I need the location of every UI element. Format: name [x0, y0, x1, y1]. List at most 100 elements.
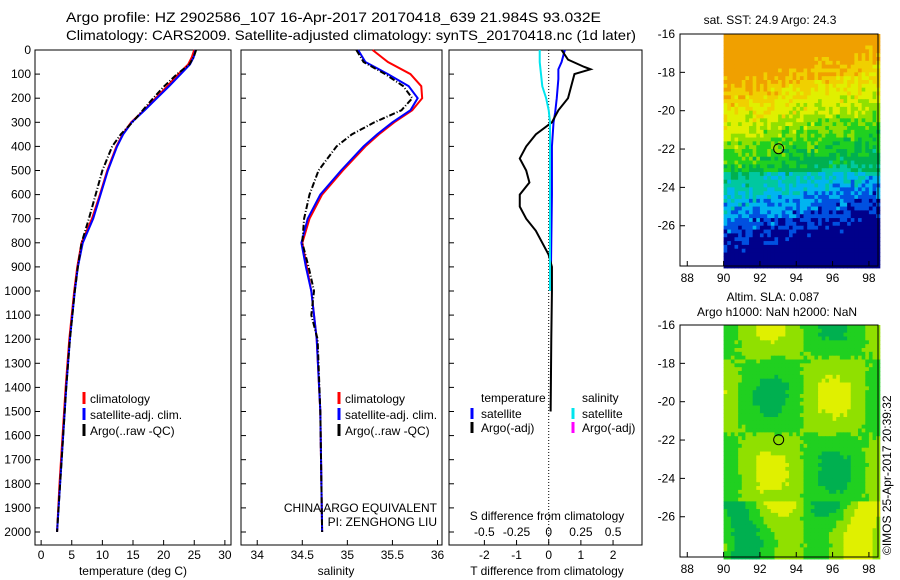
map-cell: [734, 325, 739, 330]
map-cell: [868, 413, 874, 418]
map-cell: [825, 501, 830, 506]
map-cell: [745, 114, 750, 119]
map-cell: [788, 126, 794, 131]
map-cell: [730, 72, 735, 77]
map-cell: [778, 436, 783, 441]
map-cell: [810, 221, 815, 227]
map-cell: [796, 68, 801, 73]
map-cell: [868, 168, 874, 173]
map-cell: [821, 348, 826, 353]
map-cell: [745, 99, 750, 104]
map-cell: [832, 328, 837, 334]
map-cell: [865, 160, 870, 165]
map-cell: [734, 76, 739, 81]
map-cell: [810, 355, 815, 361]
map-cell: [767, 482, 772, 487]
map-cell: [723, 497, 728, 502]
map-cell: [832, 76, 837, 81]
map-cell: [828, 225, 834, 231]
map-cell: [847, 137, 852, 142]
map-cell: [738, 160, 743, 165]
map-cell: [785, 137, 790, 142]
map-cell: [865, 80, 870, 85]
map-cell: [799, 486, 805, 491]
map-cell: [865, 371, 870, 376]
map-cell: [854, 195, 859, 200]
map-cell: [792, 463, 797, 468]
map-cell: [803, 49, 808, 54]
map-cell: [759, 210, 765, 215]
map-cell: [803, 60, 808, 66]
map-cell: [865, 466, 870, 472]
map-cell: [832, 210, 837, 215]
map-cell: [799, 516, 805, 522]
map-cell: [865, 489, 870, 495]
map-cell: [723, 53, 728, 58]
map-cell: [792, 382, 797, 387]
map-cell: [752, 91, 757, 96]
map-cell: [861, 168, 866, 173]
map-cell: [807, 60, 812, 66]
map-cell: [738, 405, 743, 410]
y-tick-label: -24: [658, 180, 676, 194]
map-cell: [734, 401, 739, 407]
map-cell: [854, 459, 859, 464]
map-cell: [738, 382, 743, 387]
map-cell: [858, 168, 863, 173]
map-cell: [810, 509, 815, 514]
map-cell: [839, 340, 844, 345]
x-axis-label: salinity: [318, 564, 355, 578]
y-tick-label: 1100: [5, 308, 31, 322]
map-cell: [723, 221, 728, 227]
map-cell: [868, 409, 874, 414]
map-cell: [821, 466, 826, 472]
map-cell: [868, 57, 874, 62]
map-cell: [745, 221, 750, 227]
map-cell: [825, 466, 830, 472]
map-cell: [825, 497, 830, 502]
map-cell: [847, 164, 852, 169]
map-cell: [810, 512, 815, 518]
map-cell: [843, 37, 848, 43]
map-cell: [756, 478, 761, 483]
map-cell: [872, 371, 877, 376]
map-cell: [807, 95, 812, 100]
map-cell: [868, 225, 874, 231]
map-cell: [843, 436, 848, 441]
map-cell: [803, 256, 808, 261]
map-cell: [818, 175, 823, 181]
map-cell: [836, 237, 841, 242]
map-cell: [832, 336, 837, 341]
map-cell: [785, 53, 790, 58]
map-cell: [796, 87, 801, 93]
map-cell: [752, 41, 757, 47]
map-cell: [825, 451, 830, 456]
map-cell: [836, 41, 841, 47]
map-cell: [828, 122, 834, 127]
map-cell: [858, 53, 863, 58]
map-cell: [858, 252, 863, 257]
map-cell: [818, 118, 823, 123]
map-cell: [738, 41, 743, 47]
map-cell: [850, 49, 855, 54]
map-cell: [785, 478, 790, 483]
map-cell: [778, 198, 783, 204]
map-cell: [836, 37, 841, 43]
map-cell: [763, 328, 768, 334]
map-cell: [763, 156, 768, 162]
map-cell: [803, 340, 808, 345]
map-cell: [727, 344, 732, 349]
map-cell: [727, 451, 732, 456]
map-cell: [836, 202, 841, 208]
map-cell: [832, 440, 837, 445]
map-cell: [807, 68, 812, 73]
map-cell: [723, 394, 728, 399]
map-cell: [723, 397, 728, 403]
map-cell: [872, 413, 877, 418]
map-cell: [807, 516, 812, 522]
map-cell: [872, 149, 877, 154]
map-cell: [730, 237, 735, 242]
map-cell: [865, 152, 870, 158]
map-cell: [836, 179, 841, 185]
map-cell: [807, 401, 812, 407]
